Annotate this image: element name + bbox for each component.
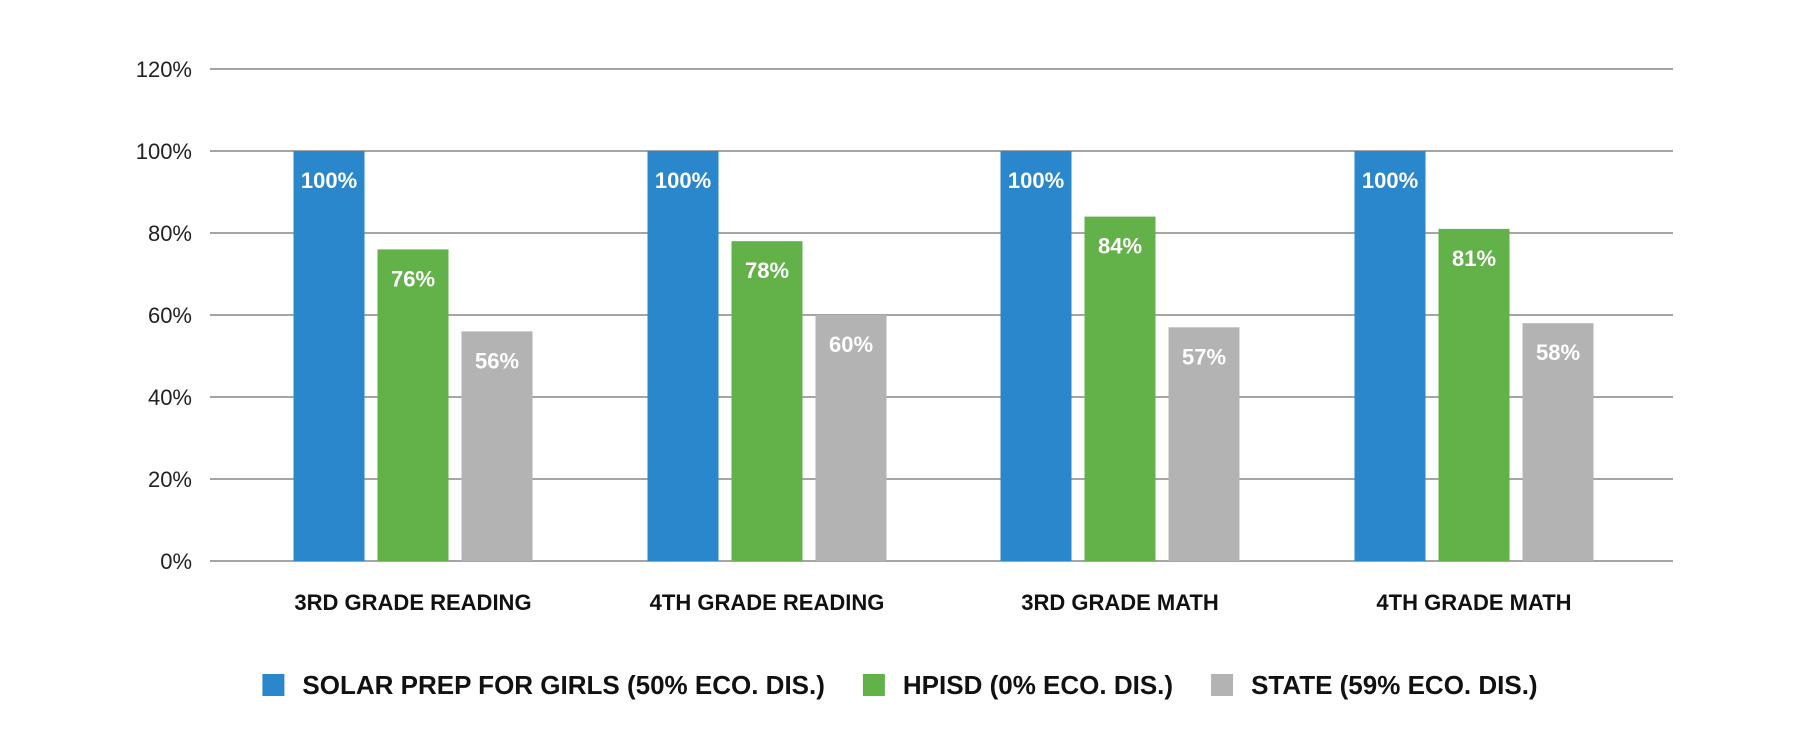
data-label: 78% [745,258,789,283]
category-label: 3RD GRADE MATH [1021,590,1219,615]
legend-label: HPISD (0% ECO. DIS.) [903,670,1173,700]
bar [293,151,365,561]
category-label: 3RD GRADE READING [294,590,531,615]
bar [1168,327,1240,561]
bar [1000,151,1072,561]
data-label: 57% [1182,344,1226,369]
legend-swatch [262,674,285,696]
legend-label: SOLAR PREP FOR GIRLS (50% ECO. DIS.) [302,670,825,700]
y-tick-label: 120% [136,57,192,82]
y-tick-label: 20% [148,467,192,492]
grid [210,68,1673,562]
bar [731,241,803,561]
bar [815,315,887,561]
data-label: 58% [1536,340,1580,365]
bar [1522,323,1594,561]
bars: 100% 76% 56% 100% 78% 60% 100% 84% 57% 100% 81% 58% [293,151,1594,561]
bar [1084,216,1156,561]
legend-swatch [862,674,885,696]
x-axis: 3RD GRADE READING 4TH GRADE READING 3RD GR… [294,590,1571,615]
y-tick-label: 60% [148,303,192,328]
legend: SOLAR PREP FOR GIRLS (50% ECO. DIS.) HPIS… [262,670,1538,700]
category-label: 4TH GRADE MATH [1376,590,1571,615]
y-axis: 0% 20% 40% 60% 80% 100% 120% [136,57,192,574]
bar [461,331,533,561]
legend-swatch [1211,674,1234,696]
data-label: 100% [301,168,357,193]
data-label: 100% [1362,168,1418,193]
y-tick-label: 0% [160,549,192,574]
y-tick-label: 80% [148,221,192,246]
data-label: 84% [1098,234,1142,259]
category-label: 4TH GRADE READING [650,590,885,615]
data-label: 60% [829,332,873,357]
data-label: 100% [1008,168,1064,193]
bar [1354,151,1426,561]
bar [647,151,719,561]
bar [377,249,449,561]
y-tick-label: 40% [148,385,192,410]
data-label: 56% [475,348,519,373]
data-label: 76% [391,266,435,291]
legend-label: STATE (59% ECO. DIS.) [1251,670,1538,700]
data-label: 100% [655,168,711,193]
bar [1438,228,1510,561]
data-label: 81% [1452,246,1496,271]
y-tick-label: 100% [136,139,192,164]
